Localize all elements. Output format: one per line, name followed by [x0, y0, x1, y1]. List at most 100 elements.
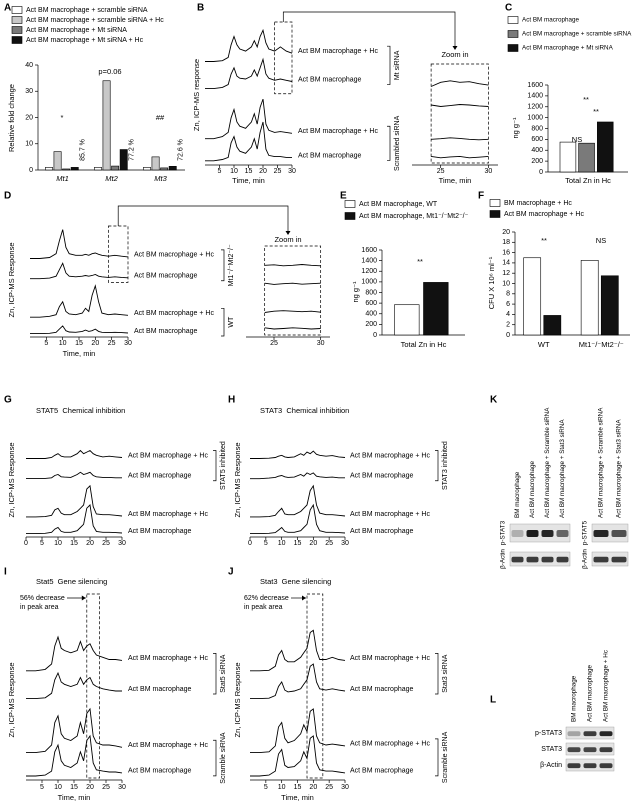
panel-title: Stat3 Gene silencing	[260, 577, 331, 586]
highlight-window	[108, 225, 129, 283]
x-tick-label: 0	[248, 540, 252, 547]
bar	[102, 80, 111, 171]
lane-label: Act BM macrophage + Scramble siRNA	[544, 407, 551, 518]
panel-label: K	[490, 395, 498, 406]
x-tick-label: 0	[24, 540, 28, 547]
x-tick-label: 5	[40, 784, 44, 791]
y-axis-label: Zn, ICP-MS Response	[7, 442, 16, 517]
blot-band	[541, 530, 554, 537]
x-tick-label: 15	[294, 784, 302, 791]
group-label: Scramble siRNA	[442, 731, 449, 783]
zoom-title: Zoom in	[274, 235, 301, 244]
zoom-x-axis-label: Time, min	[439, 176, 472, 185]
x-axis-label: Time, min	[281, 793, 314, 802]
legend-swatch	[507, 44, 519, 52]
x-axis-label: Time, min	[58, 793, 91, 802]
zoom-trace	[264, 310, 321, 313]
trace	[250, 484, 346, 518]
y-tick-label: 1600	[527, 82, 543, 89]
lane-label: BM macrophage	[571, 675, 578, 722]
x-tick-label: 5	[218, 168, 222, 175]
trace	[30, 325, 129, 335]
category-label: Mt2	[105, 174, 118, 183]
legend-label: Act BM macrophage, WT	[359, 201, 438, 208]
y-axis-label: ng g⁻¹	[351, 281, 360, 303]
arrow-head	[452, 46, 458, 50]
blot-band	[593, 530, 609, 537]
x-tick-label: 30	[288, 168, 296, 175]
annotation: p=0.06	[98, 67, 121, 76]
bar	[151, 156, 160, 171]
trace	[26, 734, 123, 777]
x-tick-label: 15	[75, 340, 83, 347]
blot-strip	[591, 523, 629, 543]
bar	[45, 167, 53, 171]
y-tick-label: 10	[25, 141, 33, 148]
category-label: WT	[538, 340, 550, 349]
group-bracket	[387, 45, 391, 85]
trace	[26, 504, 123, 535]
x-tick-label: 30	[341, 540, 349, 547]
trace	[205, 121, 292, 162]
highlight-window	[274, 21, 293, 95]
y-axis-label: Zn, ICP-MS Response	[233, 662, 242, 737]
trace	[205, 98, 293, 140]
x-axis-label: Time, min	[63, 349, 96, 358]
zoom-trace	[431, 155, 489, 159]
x-axis-label: Time, min	[232, 176, 265, 185]
bar	[423, 282, 449, 336]
annotation: **	[583, 95, 589, 104]
legend-swatch	[11, 36, 23, 44]
annotation: in peak area	[244, 604, 283, 611]
y-tick-label: 200	[531, 158, 543, 165]
bar	[559, 141, 577, 173]
x-tick-label: 30	[341, 784, 349, 791]
y-tick-label: 600	[531, 136, 543, 143]
trace	[205, 28, 293, 62]
zoom-trace	[430, 80, 489, 87]
blot-band	[511, 530, 524, 537]
y-tick-label: 200	[365, 321, 377, 328]
blot-band	[583, 763, 597, 769]
y-tick-label: 0	[539, 169, 543, 176]
y-tick-label: 14	[502, 260, 510, 267]
trace	[250, 450, 346, 459]
x-tick-label: 30	[124, 340, 132, 347]
percent-label: 77.2 %	[128, 139, 135, 161]
blot-band	[583, 747, 597, 753]
blot-strip	[591, 551, 629, 567]
trace-label: Act BM macrophage	[350, 768, 414, 775]
y-tick-label: 400	[531, 147, 543, 154]
trace	[250, 629, 346, 672]
group-bracket	[435, 738, 439, 777]
legend-label: Act BM macrophage, Mt1⁻/⁻Mt2⁻/⁻	[359, 213, 469, 220]
bar	[119, 149, 128, 171]
x-tick-label: 25	[325, 540, 333, 547]
x-tick-label: 20	[309, 784, 317, 791]
blot-band	[541, 556, 554, 563]
zoom-trace	[431, 104, 489, 107]
percent-label: 72.6 %	[177, 139, 184, 161]
bar	[53, 151, 62, 171]
group-label: Scrambled siRNA	[394, 115, 401, 171]
x-tick-label: 5	[264, 540, 268, 547]
trace-label: Act BM macrophage + Hc	[350, 452, 430, 459]
zoom-window	[430, 63, 489, 164]
y-tick-label: 1400	[361, 257, 377, 264]
bar	[597, 121, 614, 173]
annotation: 62% decrease	[244, 595, 289, 602]
blot-band	[567, 731, 581, 737]
group-label: Stat5 siRNA	[220, 654, 227, 692]
y-tick-label: 1000	[361, 279, 377, 286]
legend-label: Act BM macrophage + scramble siRNA	[26, 7, 148, 14]
bar	[143, 167, 151, 171]
row-label: β-Actin	[582, 549, 589, 569]
panel-title: STAT3 Chemical inhibition	[260, 406, 349, 415]
x-tick-label: 15	[70, 784, 78, 791]
annotation: NS	[596, 236, 606, 245]
trace	[250, 708, 346, 754]
x-tick-label: 5	[264, 784, 268, 791]
zoom-trace	[264, 264, 321, 267]
lane-label: Act BM macrophage	[587, 664, 594, 722]
